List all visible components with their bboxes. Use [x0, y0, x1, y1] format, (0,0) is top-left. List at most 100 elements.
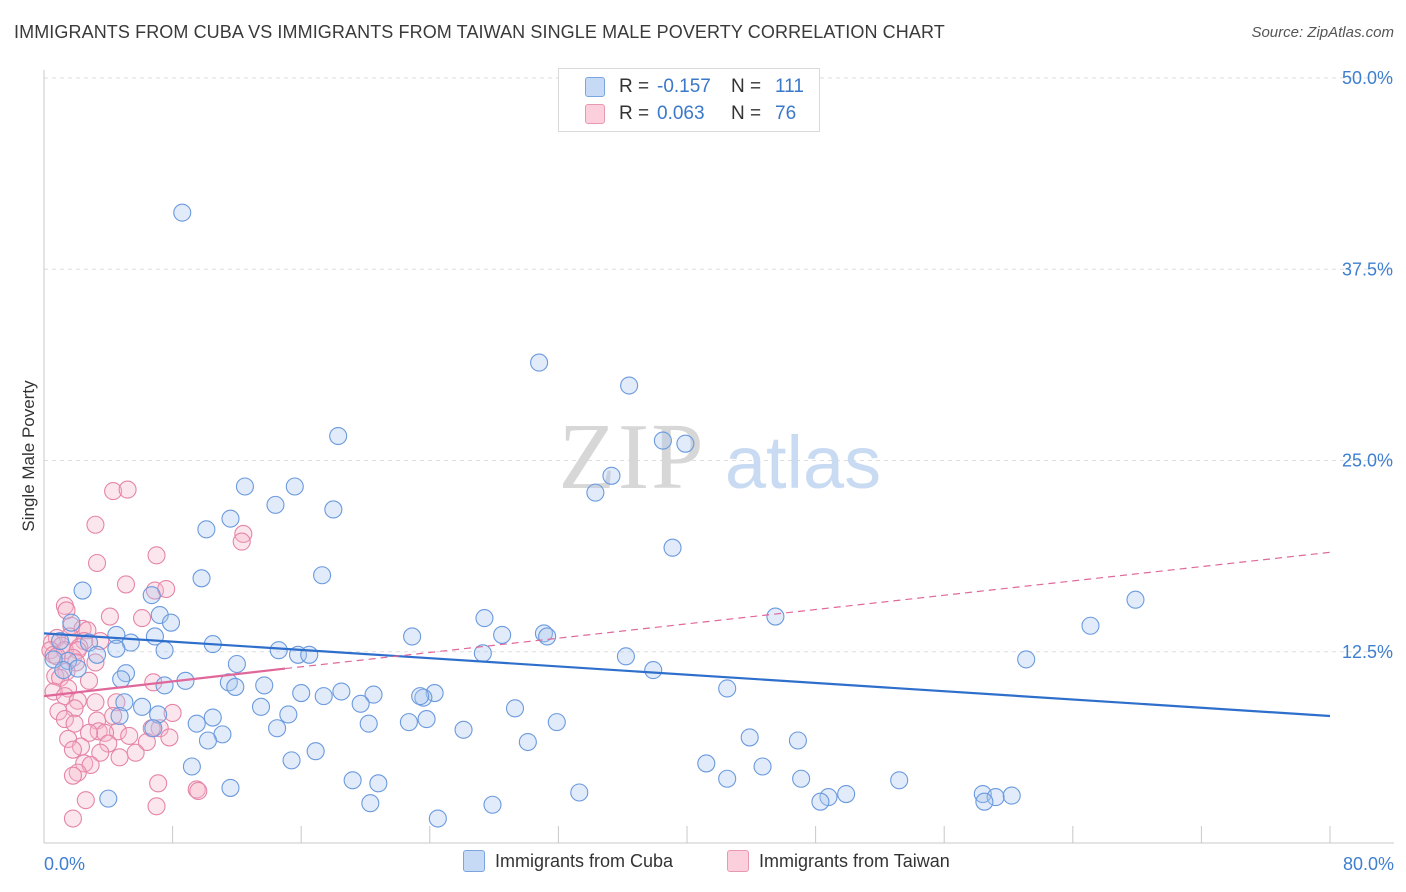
taiwan-points	[41, 480, 253, 828]
taiwan-point	[79, 723, 99, 742]
cuba-point	[300, 645, 319, 664]
chart-title: IMMIGRANTS FROM CUBA VS IMMIGRANTS FROM …	[14, 22, 945, 42]
cuba-point	[87, 645, 107, 664]
cuba-point	[99, 789, 118, 808]
taiwan-point	[89, 722, 108, 741]
taiwan-point	[147, 546, 166, 565]
legend-cuba: Immigrants from Cuba	[463, 850, 673, 872]
taiwan-r-label: R =	[619, 103, 650, 124]
y-tick-label-1: 25.0%	[1342, 451, 1393, 471]
cuba-r-label: R =	[619, 76, 650, 97]
cuba-point	[351, 694, 370, 713]
cuba-swatch	[585, 77, 605, 97]
cuba-point	[173, 203, 192, 222]
cuba-n-label: N =	[731, 76, 762, 97]
cuba-point	[1002, 786, 1021, 805]
tick-labels: 12.5% 25.0% 37.5% 50.0% 0.0% 80.0%	[44, 68, 1394, 874]
cuba-point	[203, 708, 222, 727]
cuba-point	[890, 771, 909, 790]
cuba-point	[332, 682, 351, 701]
cuba-point	[107, 639, 126, 658]
cuba-point	[428, 809, 447, 828]
cuba-point	[235, 477, 254, 496]
legend-taiwan-label: Immigrants from Taiwan	[759, 850, 950, 871]
x-tick-label-min: 0.0%	[44, 854, 85, 874]
cuba-point	[227, 654, 246, 674]
cuba-point	[112, 670, 131, 689]
taiwan-point	[70, 638, 89, 657]
axes	[43, 70, 1394, 844]
cuba-point	[718, 679, 737, 698]
cuba-point	[161, 613, 181, 632]
cuba-point	[268, 719, 287, 738]
cuba-point	[219, 673, 238, 692]
watermark: ZIP atlas	[559, 405, 882, 509]
cuba-point	[313, 566, 332, 585]
taiwan-r-value: 0.063	[657, 103, 705, 124]
cuba-point	[62, 613, 81, 632]
cuba-point	[142, 586, 161, 605]
cuba-point	[282, 751, 301, 770]
y-tick-label-3: 50.0%	[1342, 68, 1393, 88]
cuba-point	[324, 500, 343, 519]
taiwan-point	[147, 797, 166, 816]
taiwan-point	[126, 743, 145, 762]
taiwan-point	[133, 609, 152, 628]
taiwan-point	[232, 532, 251, 551]
cuba-point	[255, 676, 274, 695]
cuba-point	[586, 483, 605, 502]
cuba-point	[986, 788, 1005, 807]
taiwan-point	[96, 723, 115, 742]
grid-lines	[44, 77, 1394, 653]
taiwan-point	[163, 703, 182, 723]
taiwan-point	[104, 482, 123, 501]
x-tick-label-max: 80.0%	[1343, 854, 1394, 874]
taiwan-point	[86, 653, 105, 672]
cuba-n-value: 111	[775, 76, 804, 97]
cuba-point	[115, 693, 134, 712]
cuba-point	[538, 627, 557, 646]
taiwan-point	[68, 763, 87, 782]
cuba-point	[343, 771, 362, 790]
cuba-point	[740, 728, 759, 747]
cuba-point	[266, 495, 285, 514]
taiwan-point	[234, 524, 253, 543]
taiwan-point	[116, 575, 136, 594]
taiwan-point	[86, 693, 105, 712]
cuba-point	[359, 714, 378, 733]
taiwan-point	[118, 480, 137, 499]
cuba-point	[155, 641, 174, 660]
cuba-point	[475, 609, 494, 628]
taiwan-n-value: 76	[775, 103, 797, 124]
cuba-point	[269, 641, 288, 660]
cuba-point	[975, 792, 994, 811]
cuba-trend-line	[43, 632, 1331, 718]
cuba-point	[411, 687, 430, 706]
cuba-point	[279, 705, 298, 724]
taiwan-point	[100, 607, 119, 626]
cuba-point	[197, 520, 216, 539]
cuba-point	[644, 661, 663, 680]
watermark-atlas: atlas	[725, 421, 881, 504]
cuba-point	[155, 676, 174, 695]
cuba-point	[616, 647, 635, 666]
cuba-point	[505, 699, 525, 718]
cuba-point	[51, 631, 70, 651]
cuba-point	[718, 769, 737, 788]
taiwan-point	[79, 671, 99, 690]
cuba-point	[221, 778, 240, 797]
legend-taiwan-swatch	[727, 850, 749, 872]
cuba-point	[547, 713, 566, 732]
y-axis-title: Single Male Poverty	[19, 380, 38, 532]
cuba-point	[314, 687, 333, 706]
cuba-point	[493, 625, 512, 644]
taiwan-point	[160, 728, 179, 747]
cuba-point	[483, 795, 502, 814]
cuba-point	[1081, 616, 1100, 635]
cuba-point	[110, 706, 129, 726]
cuba-point	[73, 581, 92, 600]
cuba-point	[68, 659, 87, 678]
cuba-point	[285, 477, 304, 496]
cuba-point	[602, 466, 621, 485]
